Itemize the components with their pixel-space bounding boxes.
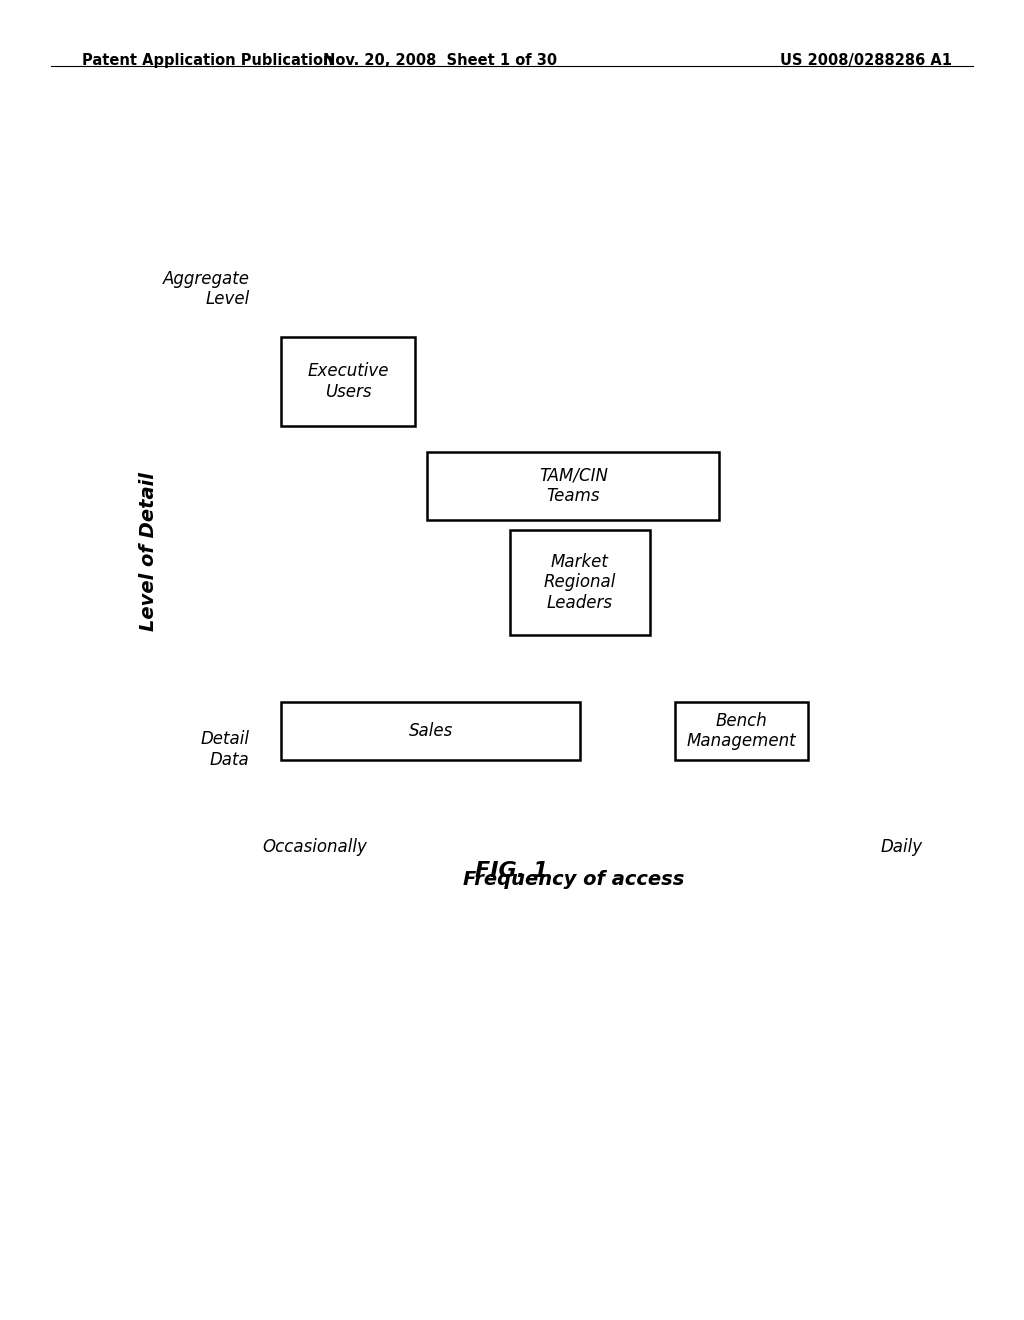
Text: US 2008/0288286 A1: US 2008/0288286 A1 xyxy=(780,53,952,67)
Bar xyxy=(282,702,580,759)
Text: Bench
Management: Bench Management xyxy=(687,711,797,750)
Text: FIG. 1: FIG. 1 xyxy=(475,861,549,882)
Text: Frequency of access: Frequency of access xyxy=(463,870,684,890)
Text: TAM/CIN
Teams: TAM/CIN Teams xyxy=(539,466,608,506)
Text: Patent Application Publication: Patent Application Publication xyxy=(82,53,334,67)
Text: Sales: Sales xyxy=(409,722,453,741)
Bar xyxy=(427,451,720,520)
Text: Daily: Daily xyxy=(881,838,923,855)
Bar xyxy=(282,338,415,426)
Bar xyxy=(510,531,649,635)
Text: Aggregate
Level: Aggregate Level xyxy=(163,269,250,309)
Text: Nov. 20, 2008  Sheet 1 of 30: Nov. 20, 2008 Sheet 1 of 30 xyxy=(324,53,557,67)
Text: Occasionally: Occasionally xyxy=(262,838,368,855)
Text: Level of Detail: Level of Detail xyxy=(138,471,158,631)
Text: Market
Regional
Leaders: Market Regional Leaders xyxy=(544,553,616,612)
Text: Executive
Users: Executive Users xyxy=(307,362,389,401)
Text: Detail
Data: Detail Data xyxy=(201,730,250,768)
Bar xyxy=(675,702,808,759)
